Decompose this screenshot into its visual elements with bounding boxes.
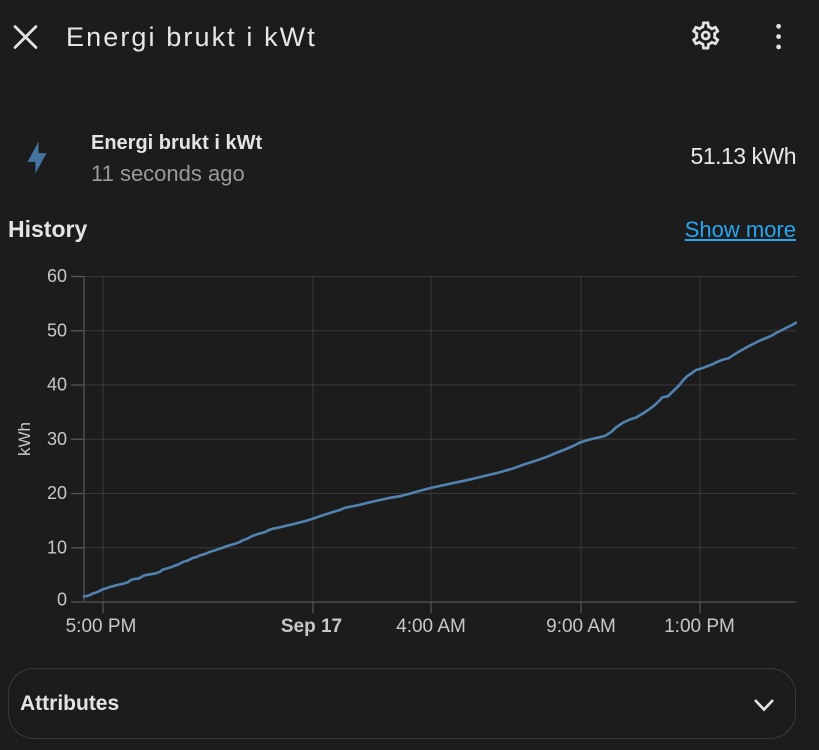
svg-text:60: 60 (47, 266, 67, 286)
svg-text:10: 10 (47, 537, 67, 557)
svg-text:30: 30 (47, 429, 67, 449)
svg-text:4:00 AM: 4:00 AM (396, 616, 466, 637)
svg-text:50: 50 (47, 320, 67, 340)
svg-text:20: 20 (47, 483, 67, 503)
svg-text:Sep 17: Sep 17 (281, 616, 342, 637)
svg-text:0: 0 (57, 590, 67, 610)
svg-text:5:00 PM: 5:00 PM (66, 616, 137, 637)
svg-text:9:00 AM: 9:00 AM (546, 616, 616, 637)
svg-text:kWh: kWh (15, 422, 34, 456)
svg-text:1:00 PM: 1:00 PM (664, 616, 735, 637)
svg-text:40: 40 (47, 375, 67, 395)
